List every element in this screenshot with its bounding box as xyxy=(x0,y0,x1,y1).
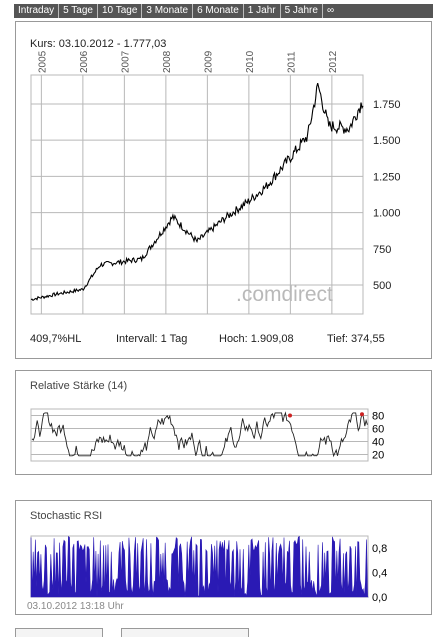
stat-hoch: Hoch: 1.909,08 xyxy=(219,333,294,345)
stoch-title: Stochastic RSI xyxy=(30,510,103,522)
x-tick-label: 2008 xyxy=(162,50,173,73)
y-tick-label: 1.000 xyxy=(373,208,401,220)
x-tick-label: 2006 xyxy=(79,50,90,73)
interval-tab-bar: Intraday 5 Tage 10 Tage 3 Monate 6 Monat… xyxy=(14,4,433,18)
rsi-line xyxy=(31,411,368,458)
tab-intraday[interactable]: Intraday xyxy=(14,4,60,18)
footer-button-right[interactable] xyxy=(121,628,249,637)
rsi-tick-label: 60 xyxy=(372,424,384,436)
stoch-tick-label: 0,4 xyxy=(372,568,387,580)
rsi-title: Relative Stärke (14) xyxy=(30,380,128,392)
stoch-tick-label: 0,0 xyxy=(372,592,387,604)
tab-1-jahr[interactable]: 1 Jahr xyxy=(244,4,281,18)
rsi-overbought-marker xyxy=(288,413,292,418)
y-tick-label: 1.250 xyxy=(373,171,401,183)
x-tick-label: 2012 xyxy=(328,50,339,73)
y-tick-label: 500 xyxy=(373,280,391,292)
tab-5-tage[interactable]: 5 Tage xyxy=(59,4,98,18)
stoch-tick-label: 0,8 xyxy=(372,543,387,555)
comdirect-watermark: .comdirect xyxy=(236,283,333,306)
stochastic-rsi-panel: Stochastic RSI 0,0 0,4 0,8 03.10.2012 13:1… xyxy=(15,500,432,615)
stat-tief: Tief: 374,55 xyxy=(327,333,385,345)
stoch-area xyxy=(30,535,369,598)
plot-frame xyxy=(30,74,364,315)
x-tick-label: 2005 xyxy=(37,50,48,73)
price-chart: 2005 2006 2007 2008 2009 2010 2011 2012 500 750 1.… xyxy=(30,50,401,315)
y-tick-label: 750 xyxy=(373,244,391,256)
tab-5-jahre[interactable]: 5 Jahre xyxy=(281,4,323,18)
price-series-line xyxy=(30,82,364,302)
kurs-readout: Kurs: 03.10.2012 - 1.777,03 xyxy=(30,38,167,50)
rsi-frame xyxy=(30,408,369,462)
rsi-panel: Relative Stärke (14) 20 40 60 80 xyxy=(15,370,432,475)
price-chart-panel: Kurs: 03.10.2012 - 1.777,03 2005 2006 2007… xyxy=(15,21,432,359)
kurs-label: Kurs: xyxy=(30,38,56,50)
rsi-tick-label: 40 xyxy=(372,437,384,449)
stochastic-rsi-chart: 0,0 0,4 0,8 xyxy=(30,535,387,604)
x-tick-label: 2010 xyxy=(245,50,256,73)
tab-3-monate[interactable]: 3 Monate xyxy=(142,4,194,18)
x-tick-label: 2011 xyxy=(286,51,297,73)
rsi-tick-label: 20 xyxy=(372,450,384,462)
tab-6-monate[interactable]: 6 Monate xyxy=(193,4,244,18)
kurs-date: 03.10.2012 xyxy=(58,38,114,50)
rsi-overbought-marker xyxy=(360,412,364,417)
tab-10-tage[interactable]: 10 Tage xyxy=(98,4,143,18)
rsi-tick-label: 80 xyxy=(372,411,384,423)
y-tick-label: 1.750 xyxy=(373,99,401,111)
y-tick-label: 1.500 xyxy=(373,135,401,147)
x-tick-label: 2009 xyxy=(203,50,214,73)
stat-pct: 409,7%HL xyxy=(30,333,82,345)
x-tick-label: 2007 xyxy=(120,50,131,73)
chart-timestamp: 03.10.2012 13:18 Uhr xyxy=(27,601,124,612)
tab-max[interactable]: ∞ xyxy=(326,5,335,16)
stat-intervall: Intervall: 1 Tag xyxy=(116,333,188,345)
kurs-value: 1.777,03 xyxy=(123,38,167,50)
footer-button-left[interactable] xyxy=(15,628,103,637)
